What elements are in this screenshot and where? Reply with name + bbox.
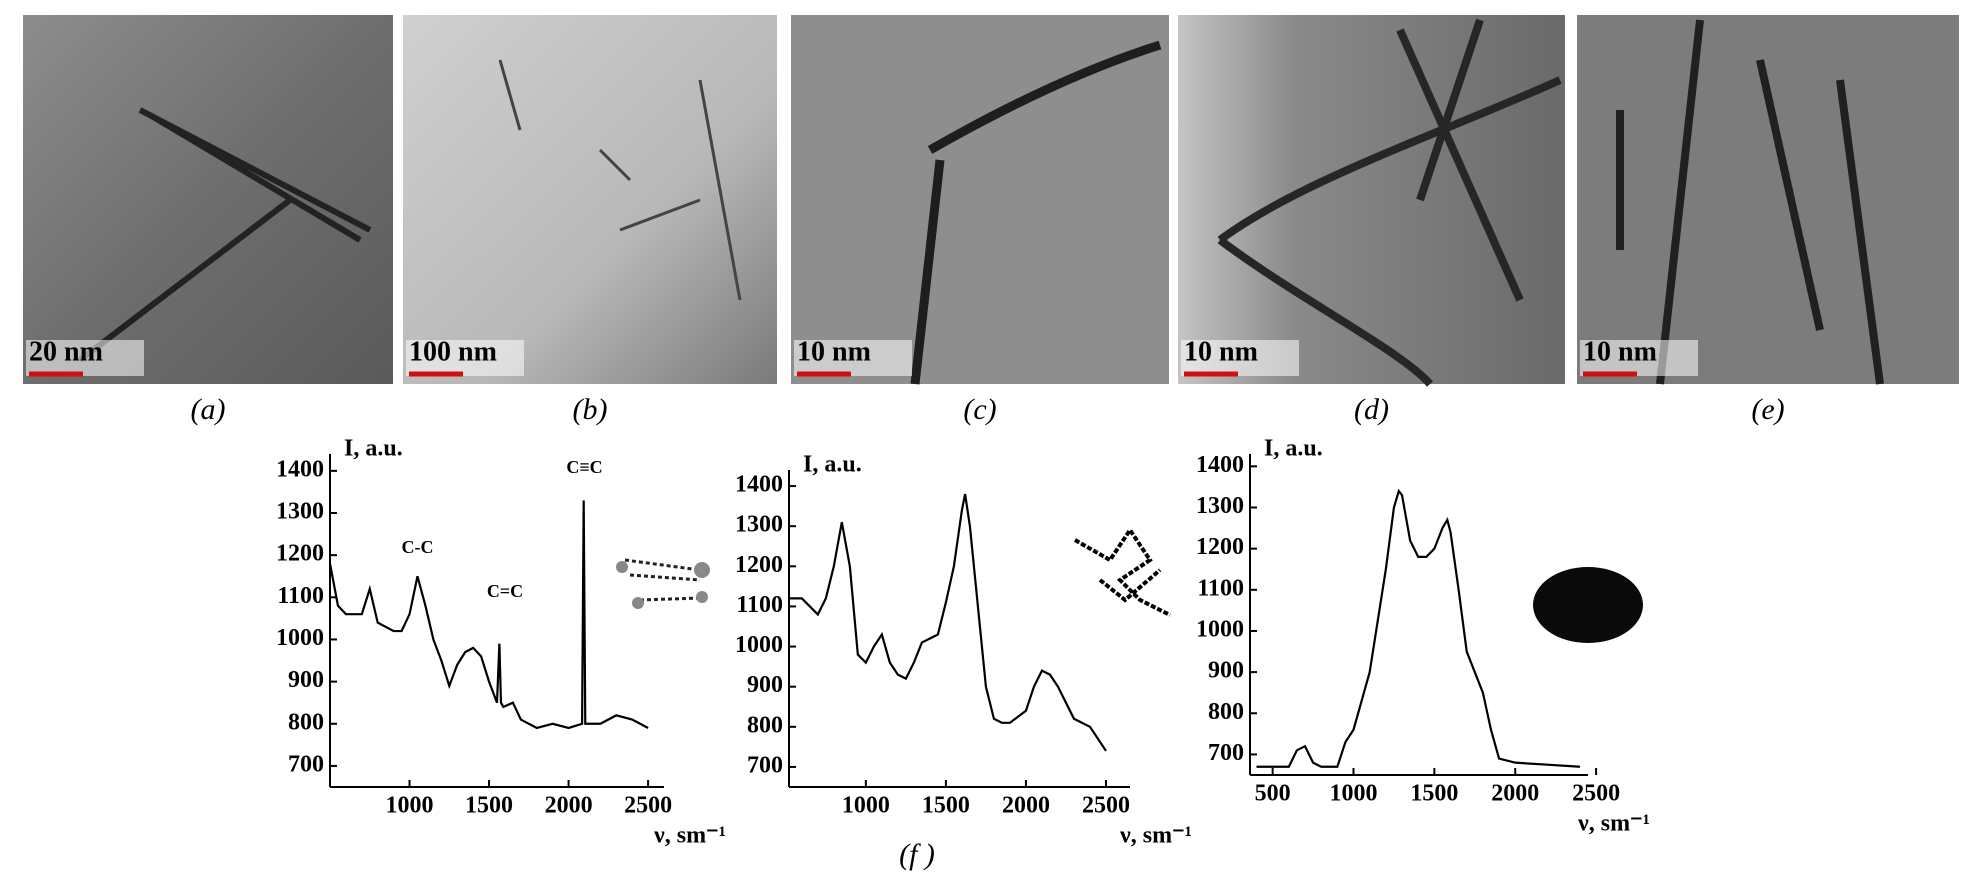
spectrum-line — [1256, 488, 1580, 768]
y-tick-label: 1000 — [735, 632, 783, 658]
panel-label: (e) — [1751, 393, 1784, 426]
tem-image — [1178, 15, 1565, 384]
y-tick-label: 900 — [747, 672, 783, 698]
y-tick-label: 700 — [288, 751, 324, 777]
y-tick-label: 1400 — [735, 472, 783, 498]
x-tick-label: 2500 — [1082, 793, 1130, 819]
scale-bar-label: 10 nm — [797, 336, 871, 367]
x-tick-label: 2500 — [624, 793, 672, 819]
y-axis-title: I, a.u. — [1264, 436, 1323, 462]
y-tick-label: 800 — [288, 709, 324, 735]
y-tick-label: 800 — [747, 712, 783, 738]
y-tick-label: 1200 — [276, 541, 324, 567]
x-axis-title: ν, sm⁻¹ — [1577, 811, 1650, 837]
scale-bar-bg — [1181, 340, 1299, 376]
peak-annotation: C≡C — [566, 457, 602, 477]
scale-bar-label: 100 nm — [409, 336, 497, 367]
x-tick-label: 1500 — [922, 793, 970, 819]
x-axis-title: ν, sm⁻¹ — [653, 823, 726, 849]
y-tick-label: 1000 — [276, 625, 324, 651]
figure-label: (f ) — [899, 838, 935, 871]
panel-label: (c) — [963, 393, 996, 426]
y-axis-title: I, a.u. — [803, 452, 862, 478]
panel-label: (d) — [1354, 393, 1389, 426]
y-tick-label: 1100 — [277, 583, 324, 609]
scale-bar-bg — [1580, 340, 1698, 376]
scale-bar-label: 10 nm — [1583, 336, 1657, 367]
y-tick-label: 700 — [1208, 740, 1244, 766]
y-tick-label: 800 — [1208, 699, 1244, 725]
tem-image — [403, 15, 777, 384]
x-tick-label: 500 — [1255, 781, 1291, 807]
x-tick-label: 1500 — [465, 793, 513, 819]
peak-annotation: C-C — [401, 537, 433, 557]
x-tick-label: 1000 — [386, 793, 434, 819]
peak-annotation: C=C — [487, 581, 523, 601]
x-tick-label: 2000 — [1491, 781, 1539, 807]
y-tick-label: 1200 — [735, 552, 783, 578]
y-axis-title: I, a.u. — [344, 436, 403, 462]
x-tick-label: 1500 — [1410, 781, 1458, 807]
y-tick-label: 1300 — [735, 512, 783, 538]
y-tick-label: 900 — [288, 667, 324, 693]
x-axis-title: ν, sm⁻¹ — [1119, 823, 1192, 849]
scale-bar-bg — [26, 340, 144, 376]
scale-bar-label: 20 nm — [29, 336, 103, 367]
y-tick-label: 1100 — [736, 592, 783, 618]
tem-image — [23, 15, 393, 384]
y-tick-label: 1400 — [1196, 452, 1244, 478]
tem-image — [791, 15, 1169, 384]
scale-bar-label: 10 nm — [1184, 336, 1258, 367]
x-tick-label: 1000 — [1330, 781, 1378, 807]
y-tick-label: 1300 — [276, 499, 324, 525]
x-tick-label: 2000 — [545, 793, 593, 819]
spectrum-line — [328, 500, 649, 730]
scale-bar-bg — [794, 340, 912, 376]
y-tick-label: 900 — [1208, 658, 1244, 684]
y-tick-label: 1200 — [1196, 534, 1244, 560]
x-tick-label: 2500 — [1572, 781, 1620, 807]
y-tick-label: 1300 — [1196, 493, 1244, 519]
x-tick-label: 1000 — [842, 793, 890, 819]
tem-image — [1577, 15, 1959, 384]
panel-label: (a) — [191, 393, 226, 426]
scale-bar-bg — [406, 340, 524, 376]
y-tick-label: 1000 — [1196, 616, 1244, 642]
spectrum-line — [789, 493, 1107, 752]
y-tick-label: 1100 — [1197, 575, 1244, 601]
tem-images — [23, 15, 1959, 387]
molecule-icons — [616, 526, 1643, 643]
y-tick-label: 700 — [747, 752, 783, 778]
y-tick-label: 1400 — [276, 456, 324, 482]
panel-label: (b) — [573, 393, 608, 426]
x-tick-label: 2000 — [1002, 793, 1050, 819]
